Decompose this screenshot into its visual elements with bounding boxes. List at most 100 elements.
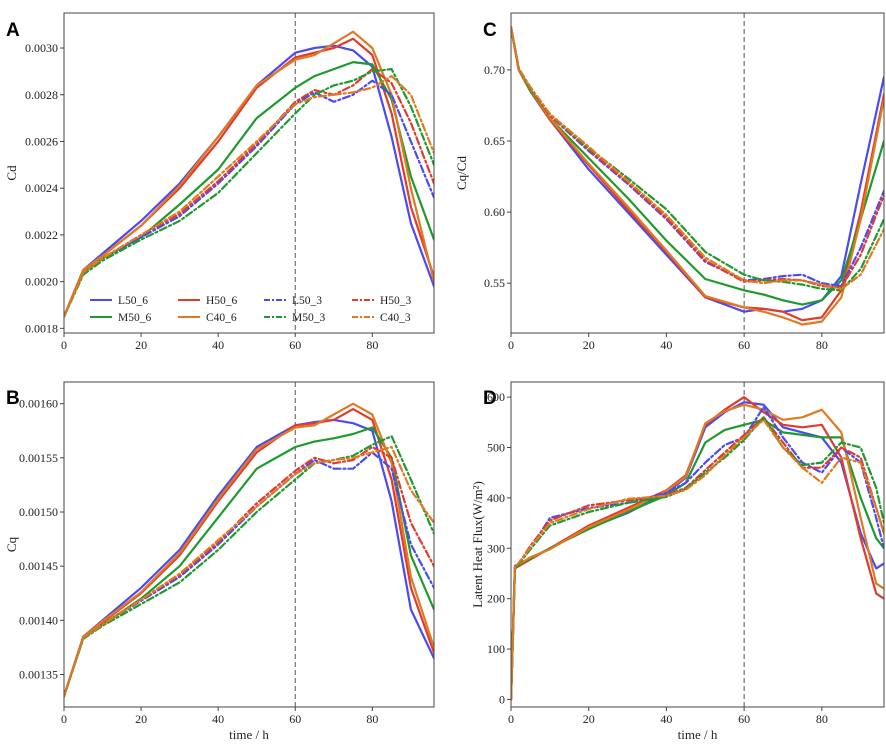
- x-tick-label: 0: [61, 338, 67, 352]
- panel-letter: D: [483, 388, 497, 409]
- y-tick-label: 500: [487, 441, 505, 455]
- series-line-h50-6: [511, 26, 884, 322]
- y-tick-label: 400: [487, 491, 505, 505]
- legend-item: L50_3: [264, 295, 322, 307]
- y-tick-label: 0.65: [484, 134, 505, 148]
- y-tick-label: 0.55: [484, 276, 505, 290]
- y-axis-label: Cq/Cd: [454, 156, 469, 190]
- legend-label: M50_6: [118, 312, 151, 324]
- x-tick-label: 60: [738, 338, 750, 352]
- y-tick-label: 0.0028: [25, 88, 58, 102]
- plot-frame: [510, 381, 885, 708]
- series-group: [64, 30, 434, 318]
- y-tick-label: 0.0018: [25, 321, 58, 335]
- panel-letter: A: [6, 20, 20, 41]
- x-tick-label: 20: [583, 338, 595, 352]
- y-tick-label: 300: [487, 541, 505, 555]
- legend: L50_6 H50_6 L50_3 H50_3 M50_6 C40_6 M50_3 C40_3: [90, 295, 412, 324]
- panel-a: A 0 20 40 60 80 0.0018 0.0020 0.0022 0.0024 0.0026…: [4, 12, 435, 352]
- y-tick-label: 0.0024: [25, 181, 58, 195]
- legend-item: C40_3: [352, 312, 411, 324]
- series-line-l50-3: [511, 406, 884, 701]
- series-group: [511, 396, 884, 701]
- legend-item: H50_6: [178, 295, 238, 307]
- legend-item: H50_3: [352, 295, 412, 307]
- x-tick-label: 20: [135, 712, 147, 726]
- x-tick-label: 0: [61, 712, 67, 726]
- y-tick-label: 0.0026: [25, 134, 58, 148]
- y-tick-label: 0.60: [484, 205, 505, 219]
- series-line-l50-3: [64, 79, 434, 318]
- x-axis-label: time / h: [229, 727, 269, 742]
- y-tick-label: 0.70: [484, 63, 505, 77]
- x-tick-label: 60: [289, 338, 301, 352]
- y-tick-label: 0.00140: [19, 613, 58, 627]
- series-line-c40-3: [64, 445, 434, 698]
- x-tick-label: 40: [660, 338, 672, 352]
- legend-label: H50_6: [206, 295, 238, 307]
- x-tick-label: 20: [135, 338, 147, 352]
- y-tick-label: 0: [499, 692, 505, 706]
- legend-item: M50_3: [264, 312, 325, 324]
- plot-frame: [63, 381, 435, 708]
- x-tick-label: 40: [212, 712, 224, 726]
- x-tick-label: 80: [366, 712, 378, 726]
- y-tick-label: 0.00150: [19, 505, 58, 519]
- series-line-c40-6: [511, 403, 884, 701]
- x-tick-label: 60: [738, 712, 750, 726]
- x-tick-label: 40: [660, 712, 672, 726]
- legend-label: M50_3: [292, 312, 325, 324]
- y-axis-label: Cq: [4, 536, 19, 552]
- y-axis-label: Latent Heat Flux(W/m²): [470, 481, 485, 608]
- y-tick-label: 0.0030: [25, 41, 58, 55]
- series-line-l50-3: [64, 451, 434, 698]
- series-line-m50-6: [64, 426, 434, 698]
- x-tick-label: 0: [508, 338, 514, 352]
- x-tick-label: 80: [816, 712, 828, 726]
- panel-b: B 0 20 40 60 80 0.00135 0.00140 0.00145 0.00150 0.…: [4, 381, 435, 742]
- series-group: [511, 26, 884, 326]
- series-line-c40-6: [511, 26, 884, 326]
- y-tick-label: 0.0022: [25, 228, 58, 242]
- y-tick-label: 0.00145: [19, 559, 58, 573]
- y-tick-label: 100: [487, 642, 505, 656]
- legend-item: C40_6: [178, 312, 237, 324]
- series-line-c40-6: [64, 402, 434, 698]
- series-line-h50-3: [511, 416, 884, 701]
- series-line-l50-6: [511, 26, 884, 313]
- series-line-h50-6: [64, 37, 434, 318]
- series-line-l50-3: [511, 26, 884, 288]
- panel-letter: B: [6, 388, 20, 409]
- series-line-m50-3: [511, 416, 884, 701]
- x-tick-label: 80: [816, 338, 828, 352]
- series-line-c40-3: [511, 26, 884, 290]
- series-line-c40-3: [64, 75, 434, 318]
- x-axis-label: time / h: [678, 727, 718, 742]
- series-line-h50-3: [64, 68, 434, 318]
- legend-label: H50_3: [380, 295, 412, 307]
- x-tick-label: 80: [366, 338, 378, 352]
- legend-item: L50_6: [90, 295, 148, 307]
- y-tick-label: 0.00155: [19, 451, 58, 465]
- y-tick-label: 0.00160: [19, 397, 58, 411]
- plot-frame: [63, 12, 435, 334]
- y-tick-label: 0.00135: [19, 668, 58, 682]
- series-line-m50-3: [64, 68, 434, 318]
- series-line-l50-6: [64, 44, 434, 318]
- legend-label: L50_3: [292, 295, 322, 307]
- panel-c: C 0 20 40 60 80 0.55 0.60 0.65 0.70 Cq/Cd: [454, 12, 885, 352]
- y-axis-label: Cd: [4, 165, 19, 181]
- y-tick-label: 0.0020: [25, 275, 58, 289]
- y-tick-label: 200: [487, 592, 505, 606]
- series-line-m50-3: [511, 26, 884, 292]
- series-group: [64, 402, 434, 698]
- y-tick-label: 600: [487, 390, 505, 404]
- panel-d: D 0 20 40 60 80 0 100 200 300 400 500 600 time / h Lat…: [470, 381, 885, 742]
- plot-frame: [510, 12, 885, 334]
- legend-item: M50_6: [90, 312, 151, 324]
- x-tick-label: 40: [212, 338, 224, 352]
- series-line-c40-3: [511, 418, 884, 701]
- x-tick-label: 20: [583, 712, 595, 726]
- legend-label: L50_6: [118, 295, 148, 307]
